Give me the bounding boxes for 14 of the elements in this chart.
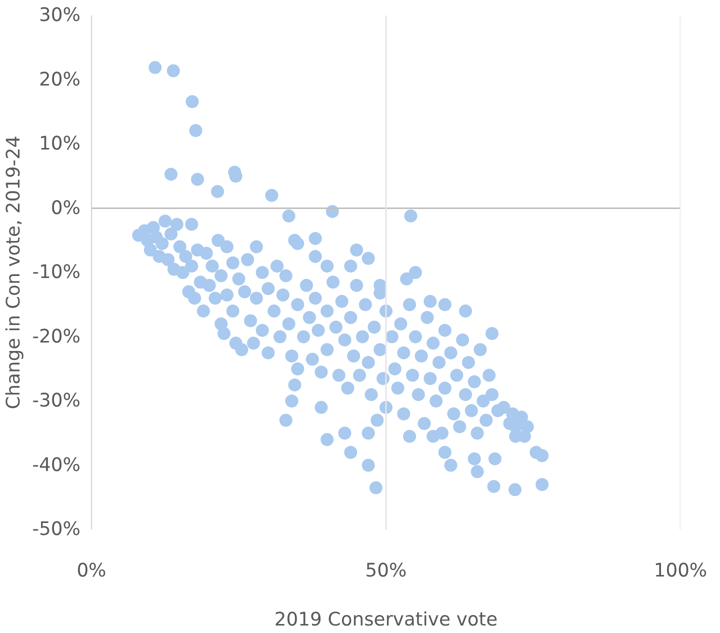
y-tick-label: 0%: [50, 198, 81, 219]
y-tick-label: 30%: [39, 5, 80, 26]
y-tick-label: -10%: [32, 262, 81, 283]
y-tick-label: 20%: [39, 69, 80, 90]
x-tick-label: 100%: [654, 560, 708, 582]
x-tick-label: 50%: [365, 560, 407, 582]
y-axis-title: Change in Con vote, 2019-24: [3, 136, 24, 410]
y-tick-label: -50%: [32, 519, 81, 540]
x-axis-title: 2019 Conservative vote: [274, 610, 498, 630]
x-tick-label: 0%: [76, 560, 106, 582]
y-tick-label: -40%: [32, 454, 81, 476]
y-tick-label: -30%: [32, 390, 81, 412]
y-tick-label: -20%: [32, 326, 81, 348]
y-tick-label: 10%: [39, 134, 80, 154]
